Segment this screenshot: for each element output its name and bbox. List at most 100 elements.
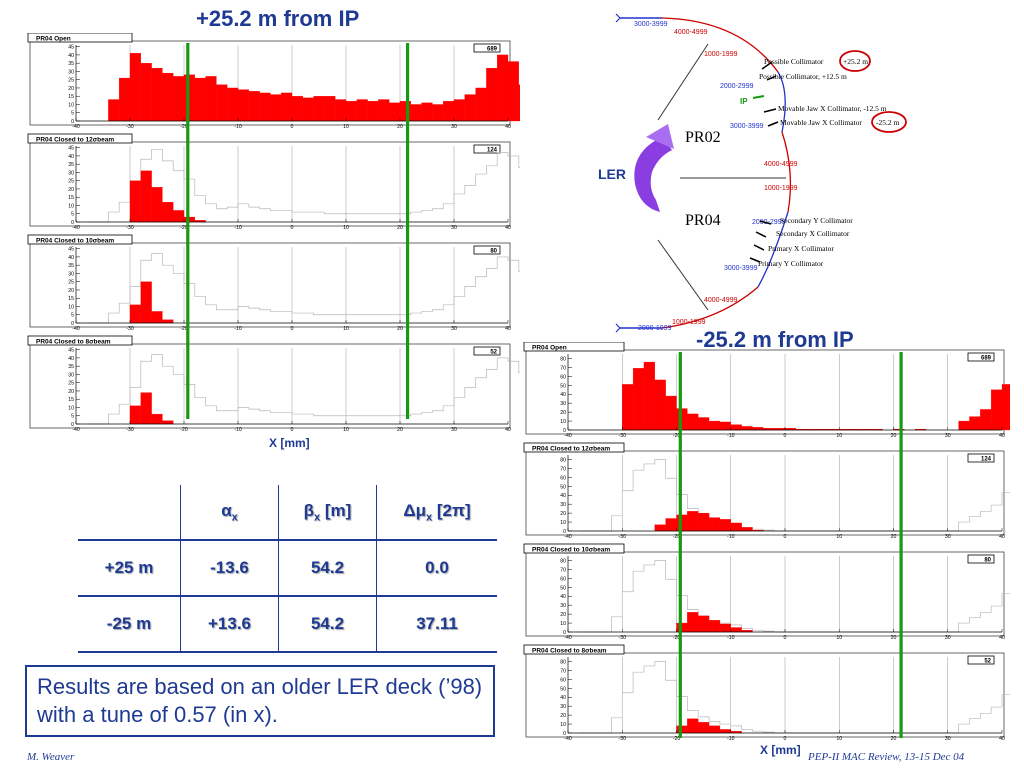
x-tick-label: -40 [72, 326, 80, 332]
segment-label: 3000-3999 [724, 265, 758, 272]
y-tick-label: 0 [71, 321, 74, 327]
x-tick-label: -20 [180, 124, 188, 130]
panel-stat-box [473, 144, 501, 154]
collimator-label: Possible Collimator, +12.5 m [759, 72, 847, 81]
y-tick-label: 10 [560, 520, 566, 526]
histogram-bar [173, 210, 185, 223]
histogram-bar [730, 424, 742, 431]
histogram-bar [140, 392, 152, 425]
histogram-panel: PR04 Closed to 8σbeam 52 0 5 10 15 20 25 30 35 40 4… [27, 335, 520, 433]
histogram-bar [719, 421, 731, 431]
y-tick-label: 10 [68, 102, 74, 108]
panel-title-box [27, 234, 133, 245]
x-tick-label: 20 [397, 124, 403, 130]
histogram-bar [741, 527, 753, 532]
x-tick-label: 0 [784, 635, 787, 641]
x-tick-label: -40 [72, 124, 80, 130]
histogram-panel: PR04 Closed to 12σbeam 124 0 5 10 15 20 25 30 35 4… [27, 133, 520, 231]
x-tick-label: 20 [397, 225, 403, 231]
y-tick-label: 30 [560, 603, 566, 609]
histogram-bar [719, 729, 731, 734]
top-heading: +25.2 m from IP [196, 6, 360, 31]
histogram-bar [698, 722, 710, 734]
x-tick-label: 30 [451, 427, 457, 433]
collimator-label: Primary X Collimator [768, 244, 834, 253]
x-tick-label: -40 [72, 225, 80, 231]
x-tick-label: 40 [505, 124, 511, 130]
histogram-bar [151, 187, 163, 223]
histogram-bar [151, 311, 163, 324]
y-tick-label: 20 [560, 511, 566, 517]
y-tick-label: 45 [68, 247, 74, 253]
y-tick-label: 35 [68, 162, 74, 168]
y-tick-label: 10 [68, 405, 74, 411]
y-tick-label: 80 [560, 558, 566, 564]
panel-title-box [27, 33, 133, 43]
x-tick-label: -20 [673, 635, 681, 641]
y-tick-label: 45 [68, 146, 74, 152]
x-tick-label: -10 [727, 534, 735, 540]
panel-stat: 689 [487, 47, 498, 53]
x-tick-label: -10 [234, 326, 242, 332]
collimator-label: Secondary Y Collimator [780, 216, 853, 225]
y-tick-label: 80 [560, 356, 566, 362]
y-tick-label: 70 [560, 567, 566, 573]
segment-label: 2000-2999 [752, 219, 786, 226]
x-tick-label: 10 [836, 433, 842, 439]
y-tick-label: 25 [68, 78, 74, 84]
y-tick-label: 5 [71, 212, 74, 218]
panel-stat: 124 [487, 148, 498, 154]
histogram-bar [698, 512, 710, 532]
panel-title-box [523, 342, 625, 352]
histogram-panel: PR04 Closed to 8σbeam 52 0 10 20 30 40 50 60 70 80… [523, 644, 1010, 742]
histogram-bar [676, 408, 688, 431]
x-tick-label: -20 [673, 433, 681, 439]
histogram-bar [378, 99, 390, 122]
y-tick-label: 0 [563, 731, 566, 737]
x-tick-label: 10 [343, 225, 349, 231]
x-tick-label: 30 [451, 326, 457, 332]
outline-histogram [86, 354, 520, 425]
y-tick-label: 40 [68, 255, 74, 261]
histogram-bar [719, 623, 731, 633]
y-tick-label: 30 [68, 271, 74, 277]
y-tick-label: 30 [68, 372, 74, 378]
histogram-bar [980, 409, 992, 431]
y-tick-label: 70 [560, 668, 566, 674]
histogram-bar [687, 511, 699, 532]
histogram-bar [632, 368, 645, 431]
histogram-bar [313, 96, 325, 122]
histogram-bar [676, 725, 688, 734]
footer-event: PEP-II MAC Review, 13-15 Dec 04 [808, 751, 965, 763]
histogram-bar [475, 87, 487, 122]
y-tick-label: 10 [560, 621, 566, 627]
y-tick-label: 70 [560, 365, 566, 371]
panel-stat: 52 [984, 659, 991, 665]
table-row: -25 m +13.6 54.2 37.11 [78, 596, 497, 653]
x-tick-label: -30 [126, 225, 134, 231]
histogram-bar [698, 615, 710, 633]
panel-title: PR04 Closed to 12σbeam [532, 446, 610, 453]
histogram-bar [291, 96, 303, 122]
histogram-bar [108, 99, 120, 122]
table-cell: 37.11 [376, 596, 497, 653]
histogram-bar [622, 384, 634, 431]
table-header-row: αx βx [m] Δμx [2π] [78, 485, 497, 541]
x-tick-label: 10 [343, 326, 349, 332]
histogram-bar [486, 67, 498, 122]
y-tick-label: 50 [560, 686, 566, 692]
y-tick-label: 30 [68, 170, 74, 176]
x-tick-label: 20 [891, 433, 897, 439]
histogram-bar [410, 104, 422, 122]
histogram-bar [129, 180, 141, 223]
x-tick-label: 0 [784, 534, 787, 540]
histogram-bar [151, 413, 163, 425]
y-tick-label: 20 [560, 612, 566, 618]
table-header-cell: βx [m] [278, 485, 377, 541]
panel-stat-box [967, 453, 995, 463]
histogram-bar [129, 304, 141, 324]
histogram-bar [969, 416, 981, 431]
histogram-bar [687, 718, 699, 734]
y-tick-label: 20 [560, 410, 566, 416]
histogram-bar [345, 101, 357, 122]
